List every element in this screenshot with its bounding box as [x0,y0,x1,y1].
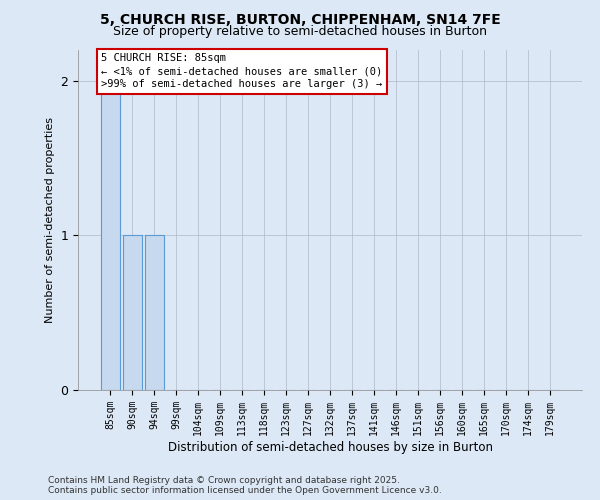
Bar [145,236,164,390]
Text: Contains HM Land Registry data © Crown copyright and database right 2025.
Contai: Contains HM Land Registry data © Crown c… [48,476,442,495]
Y-axis label: Number of semi-detached properties: Number of semi-detached properties [45,117,55,323]
Bar [123,236,142,390]
X-axis label: Distribution of semi-detached houses by size in Burton: Distribution of semi-detached houses by … [167,440,493,454]
Text: 5, CHURCH RISE, BURTON, CHIPPENHAM, SN14 7FE: 5, CHURCH RISE, BURTON, CHIPPENHAM, SN14… [100,12,500,26]
Text: Size of property relative to semi-detached houses in Burton: Size of property relative to semi-detach… [113,25,487,38]
Bar [101,81,119,390]
Text: 5 CHURCH RISE: 85sqm
← <1% of semi-detached houses are smaller (0)
>99% of semi-: 5 CHURCH RISE: 85sqm ← <1% of semi-detac… [101,53,383,90]
